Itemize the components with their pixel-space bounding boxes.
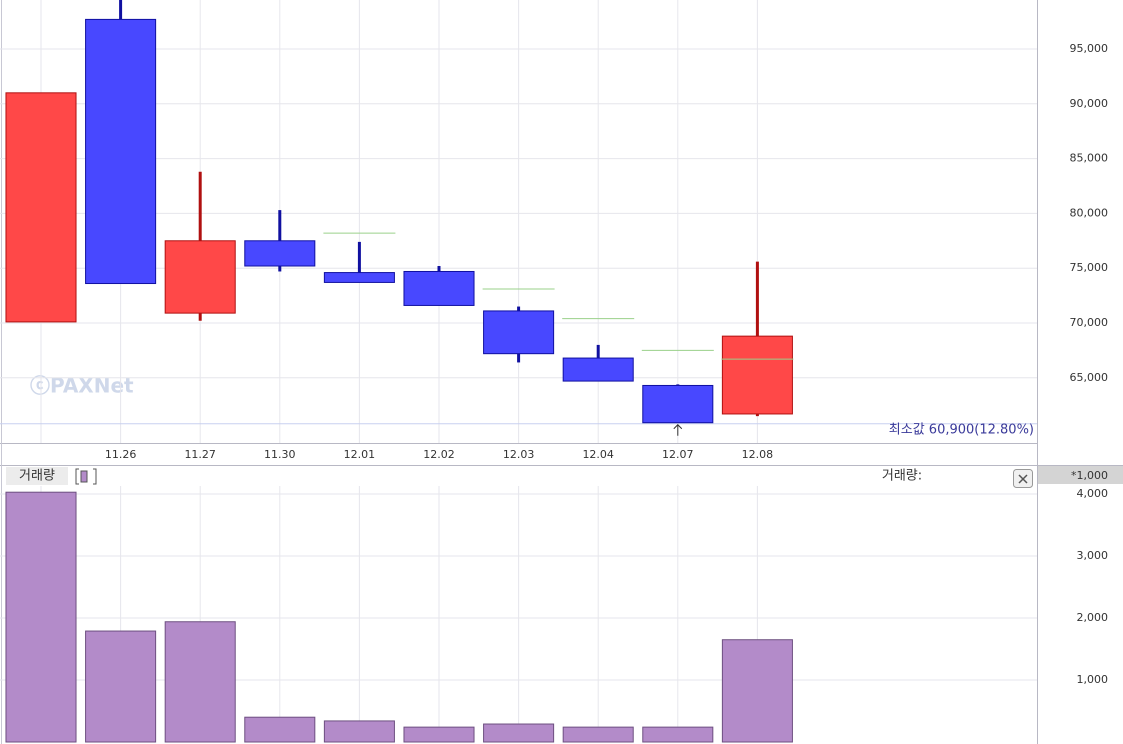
y-tick-label: 65,000: [1070, 371, 1109, 384]
x-tick-label: 12.01: [344, 448, 376, 461]
min-annotation: 최소값 60,900(12.80%): [889, 423, 1034, 438]
candle-body: [721, 335, 793, 415]
x-tick-label: 11.27: [184, 448, 216, 461]
volume-title-box: [6, 467, 68, 485]
watermark: ⓒPAXNet: [30, 374, 134, 398]
y-tick-label: 2,000: [1077, 611, 1109, 624]
candle-body: [562, 357, 634, 382]
y-tick-label: 85,000: [1070, 152, 1109, 165]
volume-bar: [483, 723, 555, 743]
y-tick-label: 3,000: [1077, 549, 1109, 562]
x-tick-label: 11.26: [105, 448, 137, 461]
candle-body: [483, 310, 555, 355]
y-tick-label: 75,000: [1070, 261, 1109, 274]
volume-bar: [164, 621, 236, 743]
candle-body: [85, 18, 157, 285]
y-tick-label: 80,000: [1070, 206, 1109, 219]
y-tick-label: 4,000: [1077, 487, 1109, 500]
candle-body: [244, 240, 316, 267]
candle-body: [403, 270, 475, 306]
volume-bar: [642, 726, 714, 743]
legend-swatch: [80, 470, 88, 483]
volume-readout: 거래량:: [882, 469, 922, 484]
volume-bar: [244, 716, 316, 743]
x-tick-label: 12.02: [423, 448, 455, 461]
y-tick-label: 1,000: [1077, 673, 1109, 686]
candle-body: [164, 240, 236, 314]
volume-bar: [562, 726, 634, 743]
x-tick-label: 12.03: [503, 448, 535, 461]
close-icon[interactable]: [1018, 474, 1028, 484]
x-tick-label: 12.08: [742, 448, 774, 461]
volume-bar: [5, 491, 77, 743]
x-axis-band: [0, 443, 1037, 466]
y-tick-label: 95,000: [1070, 42, 1109, 55]
x-tick-label: 12.04: [582, 448, 614, 461]
x-tick-label: 12.07: [662, 448, 694, 461]
volume-bar: [85, 630, 157, 743]
volume-plot: [0, 486, 1037, 743]
candle-body: [5, 92, 77, 323]
y-tick-label: 70,000: [1070, 316, 1109, 329]
volume-bar: [721, 639, 793, 743]
unit-box: [1038, 466, 1123, 484]
candle-body: [323, 272, 395, 283]
volume-title: 거래량: [19, 469, 55, 484]
legend-brackets: [75, 468, 97, 485]
x-tick-label: 11.30: [264, 448, 296, 461]
candle-body: [642, 384, 714, 424]
unit-label: *1,000: [1071, 469, 1108, 482]
volume-bar: [323, 720, 395, 743]
y-tick-label: 90,000: [1070, 97, 1109, 110]
price-plot: [0, 0, 1037, 443]
volume-bar: [403, 726, 475, 743]
min-arrow: [673, 424, 683, 436]
